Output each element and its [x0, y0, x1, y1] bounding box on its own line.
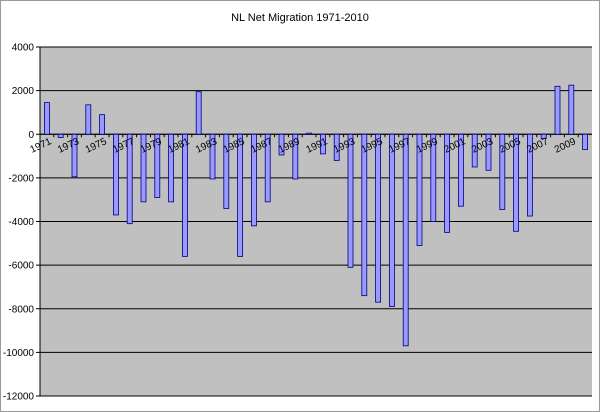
- bar: [416, 133, 423, 246]
- y-tick-label: 4000: [12, 43, 35, 54]
- bar: [347, 133, 354, 268]
- bar: [582, 133, 588, 150]
- bar: [209, 133, 216, 180]
- bar: [499, 133, 506, 210]
- bar: [485, 133, 492, 171]
- bar: [375, 133, 382, 303]
- bar: [306, 132, 313, 135]
- bar: [471, 133, 478, 168]
- bar: [195, 91, 202, 135]
- bar: [527, 133, 533, 217]
- bar: [223, 133, 230, 209]
- bar: [113, 133, 119, 216]
- y-tick-label: -6000: [8, 261, 34, 272]
- y-tick-label: -2000: [8, 173, 34, 184]
- bar: [361, 133, 368, 297]
- y-tick-label: 0: [28, 130, 34, 141]
- y-tick-label: -10000: [3, 348, 35, 359]
- y-tick-label: -12000: [3, 392, 35, 403]
- bar: [250, 133, 257, 227]
- bar: [540, 133, 547, 140]
- bar: [444, 133, 451, 233]
- bar: [264, 133, 271, 203]
- bar: [568, 84, 575, 135]
- bar: [44, 102, 50, 135]
- bar: [237, 133, 244, 257]
- chart-title: NL Net Migration 1971-2010: [231, 12, 369, 24]
- bar: [85, 104, 92, 135]
- bar: [457, 133, 464, 207]
- bar: [402, 133, 409, 347]
- bar: [71, 133, 78, 178]
- bar: [168, 133, 175, 203]
- bar: [554, 85, 561, 135]
- bar: [154, 133, 161, 198]
- bar: [333, 133, 340, 161]
- bar: [388, 133, 395, 307]
- bar: [99, 114, 105, 135]
- y-tick-label: -8000: [8, 304, 34, 315]
- bar: [513, 133, 519, 232]
- bar: [126, 133, 133, 225]
- bar: [430, 133, 437, 222]
- bar: [140, 133, 147, 203]
- bar: [181, 133, 188, 257]
- bar: [278, 133, 285, 156]
- y-tick-label: -4000: [8, 217, 34, 228]
- bar: [57, 133, 64, 138]
- y-tick-label: 2000: [12, 86, 35, 97]
- bar: [319, 133, 326, 155]
- bar: [292, 133, 299, 180]
